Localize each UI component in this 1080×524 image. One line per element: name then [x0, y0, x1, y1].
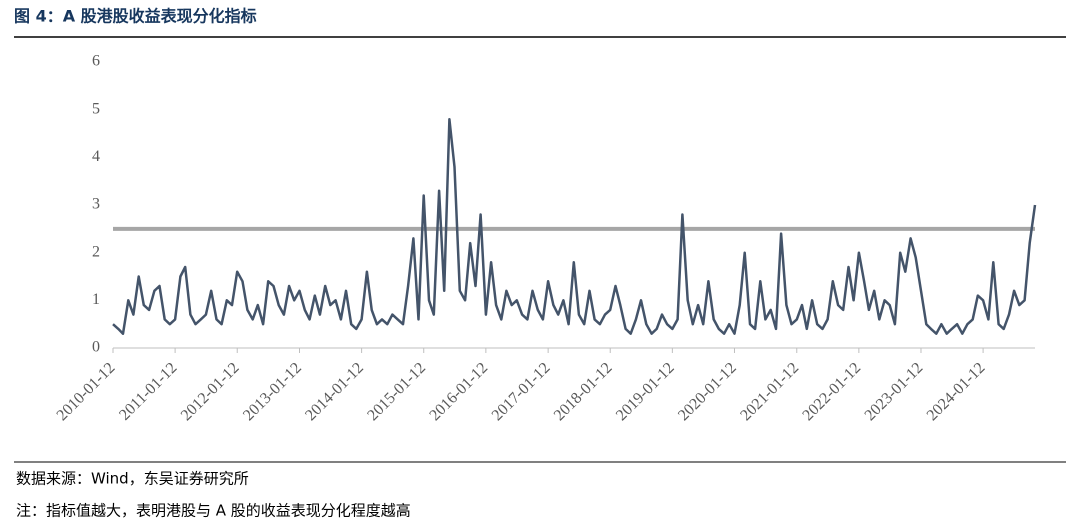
y-tick-label: 2: [92, 243, 100, 260]
x-tick-label: 2017-01-12: [489, 359, 554, 424]
x-tick-label: 2016-01-12: [426, 359, 491, 424]
chart-title: 图 4：A 股港股收益表现分化指标: [14, 7, 257, 26]
x-tick-label: 2023-01-12: [862, 359, 927, 424]
series-line: [112, 117, 1037, 335]
y-tick-label: 4: [92, 148, 100, 165]
y-tick-label: 1: [92, 291, 100, 308]
x-tick-label: 2011-01-12: [116, 359, 180, 423]
x-tick-label: 2010-01-12: [54, 359, 119, 424]
y-tick-label: 0: [92, 339, 100, 356]
x-tick-label: 2020-01-12: [675, 359, 740, 424]
x-tick-label: 2024-01-12: [924, 359, 989, 424]
x-tick-label: 2018-01-12: [551, 359, 616, 424]
y-tick-label: 5: [92, 100, 100, 117]
x-tick-label: 2013-01-12: [240, 359, 305, 424]
x-tick-label: 2014-01-12: [302, 359, 367, 424]
x-tick-label: 2015-01-12: [364, 359, 429, 424]
x-tick-label: 2012-01-12: [178, 359, 243, 424]
y-tick-label: 3: [92, 196, 100, 213]
x-tick-label: 2019-01-12: [613, 359, 678, 424]
x-tick-label: 2022-01-12: [799, 359, 864, 424]
x-tick-label: 2021-01-12: [737, 359, 802, 424]
y-tick-label: 6: [92, 53, 100, 70]
note: 注：指标值越大，表明港股与 A 股的收益表现分化程度越高: [16, 502, 411, 520]
source: 数据来源：Wind，东吴证券研究所: [16, 470, 249, 488]
